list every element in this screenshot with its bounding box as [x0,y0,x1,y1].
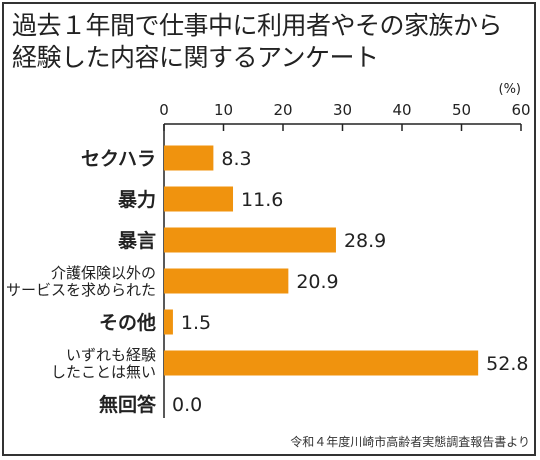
value-label-1: 11.6 [241,189,283,211]
title-line-2: 経験した内容に関するアンケート [12,43,379,72]
bar-2 [164,227,336,253]
category-label-3: 介護保険以外のサービスを求められた [6,264,156,299]
value-label-5: 52.8 [486,353,528,375]
unit-label: (%) [499,82,522,97]
category-label-4: その他 [99,311,156,334]
title-line-1: 過去１年間で仕事中に利用者やその家族から [12,11,503,40]
source-note: 令和４年度川崎市高齢者実態調査報告書より [290,435,530,449]
category-label-2: 暴言 [118,229,156,252]
x-tick-label-6: 60 [511,101,530,119]
value-label-2: 28.9 [344,230,386,252]
bar-0 [164,145,214,171]
x-tick-label-5: 50 [452,101,471,119]
category-label-0: セクハラ [81,148,156,170]
category-label-6: 無回答 [99,393,157,416]
x-tick-label-1: 10 [214,101,233,119]
category-label-1: 暴力 [118,188,156,211]
x-tick-label-0: 0 [159,101,169,119]
bar-5 [164,350,479,376]
x-tick-label-2: 20 [273,101,292,119]
x-tick-label-4: 40 [392,101,411,119]
chart-title: 過去１年間で仕事中に利用者やその家族から 経験した内容に関するアンケート [12,10,527,74]
x-tick-label-3: 30 [333,101,352,119]
value-label-6: 0.0 [172,394,202,416]
bar-3 [164,268,289,294]
bar-4 [164,309,173,335]
bar-1 [164,186,234,212]
value-label-3: 20.9 [296,271,338,293]
value-label-0: 8.3 [221,148,251,170]
value-label-4: 1.5 [181,312,211,334]
category-label-5: いずれも経験したことは無い [51,346,156,381]
